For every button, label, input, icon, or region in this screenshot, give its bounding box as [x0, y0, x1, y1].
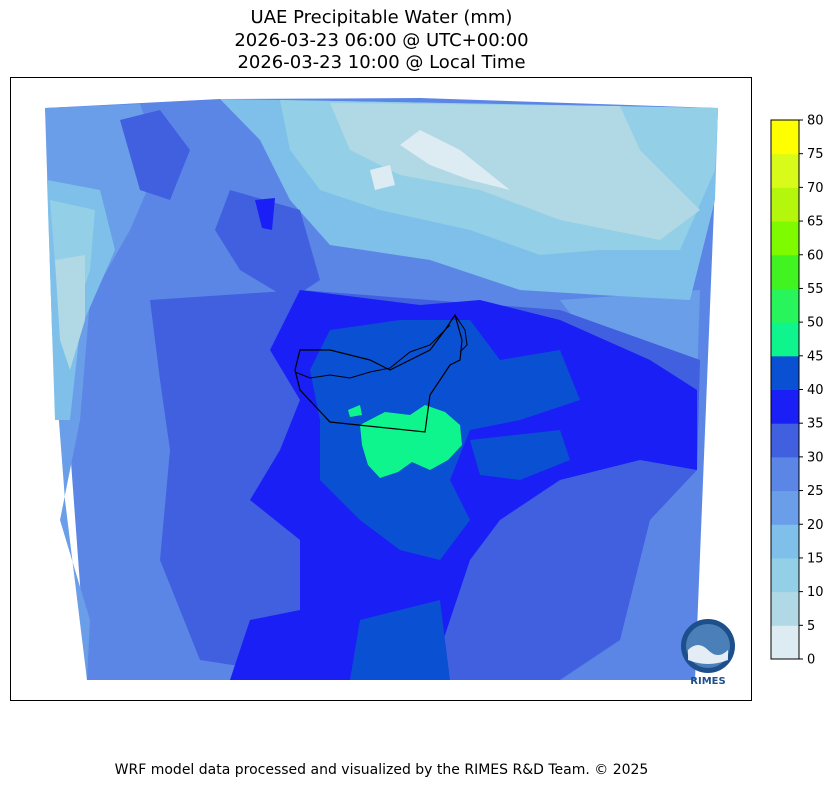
- field-region: [120, 110, 190, 200]
- colorbar-bin: [771, 322, 799, 357]
- field-region: [360, 405, 462, 478]
- colorbar-bin: [771, 591, 799, 626]
- uae-coastline: [294, 324, 451, 379]
- colorbar-tick-label: 25: [807, 484, 824, 499]
- oman-outline: [454, 314, 468, 353]
- colorbar-tick-label: 70: [807, 181, 824, 196]
- footer-credit: WRF model data processed and visualized …: [114, 762, 649, 778]
- colorbar-tick-label: 60: [807, 248, 824, 263]
- colorbar-tick-label: 20: [807, 518, 824, 533]
- field-region: [255, 198, 275, 230]
- colorbar-bin: [771, 288, 799, 323]
- map-title: UAE Precipitable Water (mm): [250, 7, 513, 28]
- colorbar-bin: [771, 254, 799, 289]
- field-region: [470, 430, 570, 480]
- colorbar-bin: [771, 221, 799, 256]
- colorbar-tick-label: 35: [807, 417, 824, 432]
- colorbar-tick-label: 65: [807, 215, 824, 230]
- colorbar-bin: [771, 490, 799, 525]
- colorbar-bin: [771, 355, 799, 390]
- field-region: [55, 255, 85, 370]
- colorbar-tick-label: 0: [807, 653, 815, 668]
- colorbar-bin: [771, 625, 799, 660]
- field-region: [370, 165, 395, 190]
- field-region: [348, 405, 362, 417]
- colorbar-tick-label: 10: [807, 585, 824, 600]
- colorbar-bin: [771, 557, 799, 593]
- colorbar-bin: [771, 187, 799, 222]
- rimes-logo: RIMES: [676, 616, 740, 692]
- colorbar-tick-label: 80: [807, 114, 824, 129]
- colorbar-tick-label: 15: [807, 551, 824, 566]
- colorbar-bin: [771, 423, 799, 458]
- colorbar-bin: [771, 524, 799, 559]
- colorbar-tick-label: 30: [807, 450, 824, 465]
- utc-time-label: 2026-03-23 06:00 @ UTC+00:00: [234, 30, 529, 51]
- colorbar-tick-label: 5: [807, 619, 815, 634]
- colorbar-bin: [771, 120, 799, 155]
- field-region: [215, 190, 320, 300]
- colorbar-tick-label: 45: [807, 349, 824, 364]
- colorbar-tick-label: 75: [807, 147, 824, 162]
- colorbar-tick-label: 40: [807, 383, 824, 398]
- field-region: [400, 130, 510, 190]
- colorbar-bin: [771, 153, 799, 188]
- colorbar-tick-label: 55: [807, 282, 824, 297]
- colorbar-tick-label: 50: [807, 316, 824, 331]
- logo-text: RIMES: [690, 676, 726, 687]
- colorbar-bin: [771, 389, 799, 424]
- local-time-label: 2026-03-23 10:00 @ Local Time: [237, 52, 526, 73]
- colorbar-bin: [771, 456, 799, 492]
- field-region: [350, 600, 450, 680]
